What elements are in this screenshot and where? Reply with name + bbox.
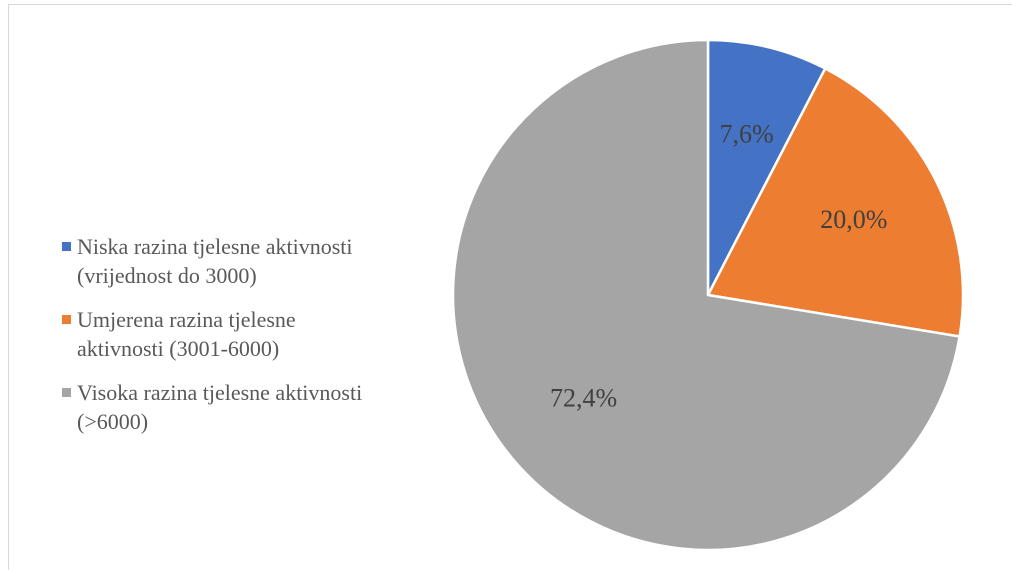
data-label: 7,6%: [720, 119, 774, 148]
legend-item: Niska razina tjelesne aktivnosti (vrijed…: [58, 232, 378, 290]
legend-label: Visoka razina tjelesne aktivnosti (>6000…: [77, 380, 363, 434]
legend: Niska razina tjelesne aktivnosti (vrijed…: [58, 232, 378, 451]
legend-label: Umjerena razina tjelesne aktivnosti (300…: [77, 307, 296, 361]
chart-frame: [8, 4, 1012, 570]
legend-item: Visoka razina tjelesne aktivnosti (>6000…: [58, 378, 378, 436]
pie-slice: [706, 66, 965, 338]
pie-slice: [451, 38, 962, 552]
legend-item: Umjerena razina tjelesne aktivnosti (300…: [58, 305, 378, 363]
pie-slice: [706, 38, 827, 296]
data-label: 20,0%: [820, 205, 887, 234]
legend-swatch: [62, 242, 71, 251]
legend-swatch: [62, 388, 71, 397]
data-label: 72,4%: [550, 384, 617, 413]
legend-swatch: [62, 315, 71, 324]
legend-label: Niska razina tjelesne aktivnosti (vrijed…: [77, 234, 353, 288]
